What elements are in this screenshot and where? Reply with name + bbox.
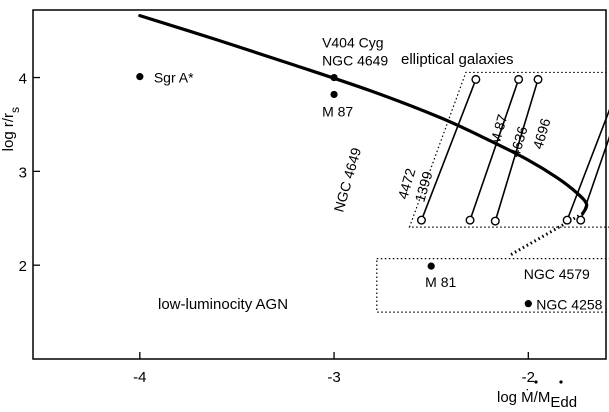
open-circle-high [514,74,524,84]
points-layer [136,73,586,308]
axes: -4 -3 -2 2 3 4 log r/rs log Ṁ/MEdd [0,9,607,411]
open-circle-low [562,215,572,225]
elliptical-line [469,79,520,221]
open-circle-low [490,216,500,226]
elliptical-line-label: NGC 4649 [331,146,365,214]
elliptical-line-label: M 87 [487,112,511,147]
adaf-curve [138,14,589,216]
elliptical-line [566,108,609,221]
x-axis-label-sub: Edd [550,394,577,411]
open-circle-low [465,215,475,225]
elliptical-line-label: 4696 [530,116,554,151]
y-tick-label: 2 [19,258,27,275]
open-circle-low [576,215,586,225]
x-tick-label: -2 [522,369,535,386]
y-axis-label-main: log r/r [0,113,17,151]
point-m81 [427,262,435,270]
open-circle-high [471,74,481,84]
group-boxes [376,71,609,313]
mdot-dot-2 [559,380,563,384]
y-axis-label: log r/rs [0,107,22,151]
point-label-ngc4579: NGC 4579 [524,266,590,282]
point-ngc4258 [524,300,532,308]
point-label-ngc4258: NGC 4258 [536,297,602,313]
x-axis-label: log Ṁ/MEdd [497,388,577,411]
agn-box [376,258,609,313]
open-circle-low [416,215,426,225]
x-tick-label: -4 [133,369,146,386]
elliptical-lines [420,79,609,222]
point-sgr-a [136,73,144,81]
point-m87-point [330,90,338,99]
y-axis-label-sub: s [8,107,22,113]
elliptical-title: elliptical galaxies [401,51,514,68]
agn-title: low-luminocity AGN [158,296,288,313]
elliptical-line-label: 4636 [507,124,531,159]
point-label-m81: M 81 [425,274,456,290]
elliptical-line [420,79,477,221]
point-label-m87-point: M 87 [322,103,353,119]
y-tick-label: 4 [19,71,27,88]
elliptical-line [579,135,609,221]
plot-frame [32,9,607,360]
point-label-ngc4649: NGC 4649 [322,53,388,69]
point-v404-cyg [330,73,338,82]
x-tick-label: -3 [327,369,340,386]
point-label-sgr-a: Sgr A* [154,70,194,86]
elliptical-box [408,71,609,228]
x-axis-label-main: log Ṁ/M [497,388,550,406]
point-label-v404-cyg: V404 Cyg [322,35,383,51]
open-circle-high [533,74,543,84]
elliptical-line [494,79,539,222]
mdot-dot [534,380,538,384]
y-tick-label: 3 [19,164,27,181]
